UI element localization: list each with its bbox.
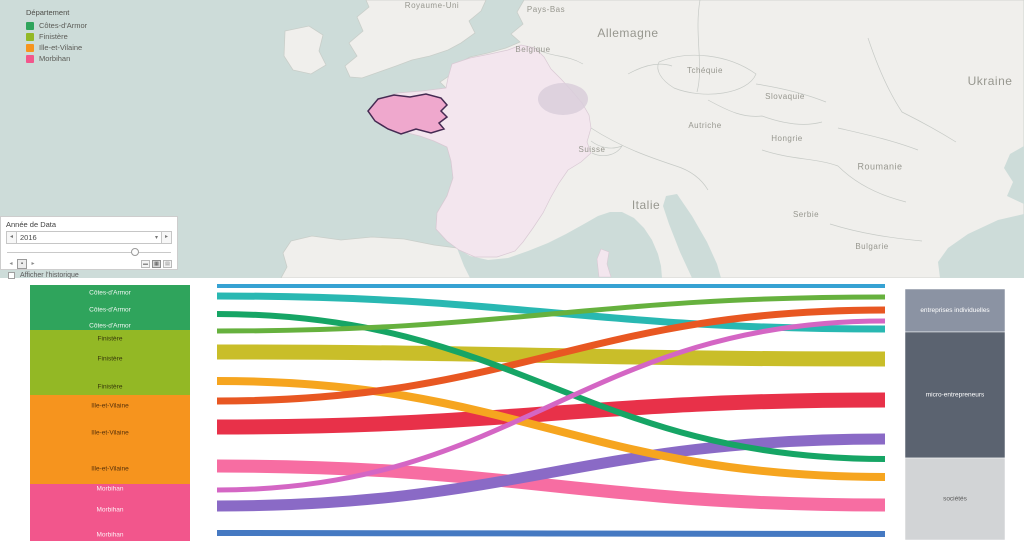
legend-swatch bbox=[26, 32, 34, 41]
map-canvas[interactable]: Royaume-Uni Pays-Bas Allemagne Belgique Tché… bbox=[0, 0, 1024, 279]
country-label: Hongrie bbox=[771, 134, 803, 143]
sankey-left-node-label: Finistère bbox=[98, 356, 123, 363]
country-label: Pays-Bas bbox=[527, 5, 565, 14]
legend-swatch bbox=[26, 43, 34, 52]
brittany-region[interactable] bbox=[367, 93, 449, 135]
adriatic-sea bbox=[663, 194, 721, 278]
sankey-left-node[interactable] bbox=[30, 330, 190, 395]
great-britain bbox=[344, 0, 487, 79]
sankey-flow[interactable] bbox=[216, 530, 886, 537]
year-filter: Année de Data ◂ 2016 ▾ ▸ ◂ ▪ ▸ bbox=[0, 216, 178, 279]
year-dropdown[interactable]: 2016 ▾ bbox=[17, 231, 161, 244]
show-history-label: Afficher l'historique bbox=[20, 272, 79, 279]
sankey-right-node-label: micro-entrepreneurs bbox=[926, 392, 985, 399]
sankey-left-node-label: Finistère bbox=[98, 384, 123, 391]
sankey-flow[interactable] bbox=[216, 294, 886, 334]
legend-item-label: Morbihan bbox=[39, 54, 71, 63]
single-line-mode-icon[interactable]: ▬ bbox=[141, 260, 150, 268]
country-label: Italie bbox=[632, 198, 660, 212]
paris-region bbox=[538, 83, 588, 115]
corsica bbox=[596, 248, 612, 278]
sankey-flow[interactable] bbox=[216, 318, 886, 493]
country-label: Bulgarie bbox=[855, 242, 888, 251]
country-borders bbox=[534, 0, 957, 242]
legend-item-label: Ille-et-Vilaine bbox=[39, 43, 83, 52]
sankey-right-node-label: entreprises individuelles bbox=[920, 307, 990, 314]
legend-swatch bbox=[26, 54, 34, 63]
ireland bbox=[283, 25, 327, 75]
sankey-flow[interactable] bbox=[216, 459, 886, 512]
sankey-flow[interactable] bbox=[216, 306, 886, 405]
sankey-right-node[interactable] bbox=[904, 288, 1006, 333]
sankey-right-node-label: sociétés bbox=[943, 496, 968, 503]
sankey-left-node-label: Côtes-d'Armor bbox=[89, 323, 132, 330]
legend-item-label: Finistère bbox=[39, 32, 68, 41]
sankey-left-node[interactable] bbox=[30, 484, 190, 541]
year-slider[interactable] bbox=[6, 248, 172, 257]
sankey-left-node-label: Côtes-d'Armor bbox=[89, 307, 132, 314]
play-forward-icon[interactable]: ▸ bbox=[28, 259, 38, 269]
show-history-checkbox[interactable] bbox=[8, 272, 15, 279]
sankey-left-node-label: Morbihan bbox=[96, 532, 123, 539]
department-legend: Département Côtes-d'Armor Finistère Ille-e… bbox=[26, 8, 87, 64]
country-labels: Royaume-Uni Pays-Bas Allemagne Belgique Tché… bbox=[405, 1, 1013, 251]
europe-map[interactable]: Royaume-Uni Pays-Bas Allemagne Belgique Tché… bbox=[0, 0, 1024, 279]
display-mode-controls: ▬ ▦ ▤ bbox=[141, 260, 172, 268]
sankey-left-node[interactable] bbox=[30, 395, 190, 484]
year-slider-handle[interactable] bbox=[131, 248, 140, 256]
mediterranean-sea bbox=[457, 212, 662, 278]
year-step-forward-button[interactable]: ▸ bbox=[161, 231, 172, 244]
country-label: Slovaquie bbox=[765, 92, 805, 101]
country-label: Suisse bbox=[578, 145, 605, 154]
legend-item[interactable]: Finistère bbox=[26, 31, 87, 42]
sankey-flow[interactable] bbox=[216, 433, 886, 512]
legend-item[interactable]: Ille-et-Vilaine bbox=[26, 42, 87, 53]
sankey-right-node[interactable] bbox=[904, 331, 1006, 459]
country-label: Allemagne bbox=[597, 26, 658, 40]
year-filter-title: Année de Data bbox=[6, 220, 57, 229]
sankey-left-node-label: Ille-et-Vilaine bbox=[91, 403, 129, 410]
sankey-left-node-label: Ille-et-Vilaine bbox=[91, 466, 129, 473]
grid-mode-icon[interactable]: ▦ bbox=[152, 260, 161, 268]
country-label: Ukraine bbox=[968, 74, 1013, 88]
legend-title: Département bbox=[26, 8, 70, 17]
sankey-right-node[interactable] bbox=[904, 457, 1006, 541]
play-back-icon[interactable]: ◂ bbox=[6, 259, 16, 269]
legend-item[interactable]: Côtes-d'Armor bbox=[26, 20, 87, 31]
chevron-down-icon: ▾ bbox=[154, 235, 158, 241]
country-label: Royaume-Uni bbox=[405, 1, 459, 10]
sankey-left-node-label: Côtes-d'Armor bbox=[89, 290, 132, 297]
sankey-left-node-label: Morbihan bbox=[96, 486, 123, 493]
playback-controls: ◂ ▪ ▸ bbox=[6, 259, 38, 269]
sankey-left-node[interactable] bbox=[30, 285, 190, 330]
column-mode-icon[interactable]: ▤ bbox=[163, 260, 172, 268]
sankey-left-node-label: Morbihan bbox=[96, 507, 123, 514]
stop-icon[interactable]: ▪ bbox=[17, 259, 27, 269]
year-step-back-button[interactable]: ◂ bbox=[6, 231, 17, 244]
country-label: Tchéquie bbox=[687, 66, 723, 75]
sankey-flow[interactable] bbox=[216, 392, 886, 435]
legend-item[interactable]: Morbihan bbox=[26, 53, 87, 64]
country-label: Roumanie bbox=[857, 161, 902, 171]
country-label: Belgique bbox=[515, 45, 550, 54]
sankey-flow[interactable] bbox=[216, 311, 886, 462]
year-value: 2016 bbox=[20, 233, 37, 242]
legend-swatch bbox=[26, 21, 34, 30]
black-sea bbox=[938, 214, 1024, 278]
black-sea-north bbox=[1004, 146, 1024, 204]
sankey-left-node-label: Ille-et-Vilaine bbox=[91, 430, 129, 437]
legend-item-label: Côtes-d'Armor bbox=[39, 21, 88, 30]
year-slider-track bbox=[7, 252, 171, 253]
sankey-flow[interactable] bbox=[216, 377, 886, 481]
country-label: Serbie bbox=[793, 210, 819, 219]
sankey-left-node-label: Finistère bbox=[98, 336, 123, 343]
country-label: Autriche bbox=[688, 121, 721, 130]
